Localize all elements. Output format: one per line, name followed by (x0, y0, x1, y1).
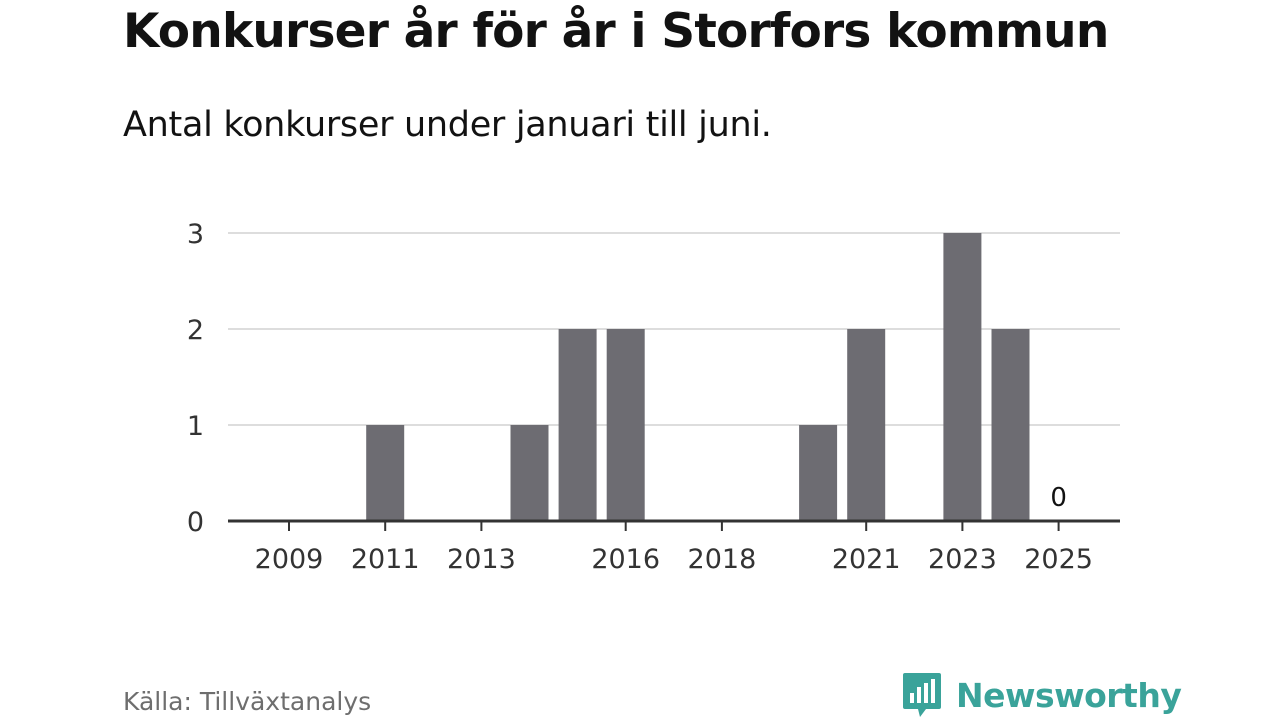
chart-title: Konkurser år för år i Storfors kommun (123, 4, 1109, 59)
bar-2016 (606, 329, 645, 521)
data-labels: 0 (1050, 483, 1067, 513)
bar-2023 (943, 233, 982, 521)
bar-2014 (510, 425, 549, 521)
data-label-2025: 0 (1050, 483, 1067, 513)
y-tick-label-3: 3 (187, 219, 204, 250)
x-tick-label-2018: 2018 (688, 544, 757, 575)
bar-2020 (799, 425, 838, 521)
x-tick-label-2021: 2021 (832, 544, 901, 575)
bar-2015 (558, 329, 597, 521)
bars (366, 233, 1030, 521)
brand-logo: Newsworthy (902, 670, 1182, 720)
y-tick-label-2: 2 (187, 315, 204, 346)
x-tick-label-2025: 2025 (1024, 544, 1093, 575)
x-tick-labels: 2009 2011 2013 2016 2018 2021 2023 2025 (255, 544, 1093, 575)
source-note: Källa: Tillväxtanalys (123, 687, 372, 716)
x-tick-label-2023: 2023 (928, 544, 997, 575)
bar-2024 (991, 329, 1030, 521)
y-tick-label-0: 0 (187, 507, 204, 538)
chart-subtitle: Antal konkurser under januari till juni. (123, 105, 772, 145)
x-axis (228, 519, 1120, 531)
bar-2021 (847, 329, 886, 521)
y-tick-label-1: 1 (187, 411, 204, 442)
newsworthy-logo-icon (903, 673, 941, 717)
x-tick-label-2009: 2009 (255, 544, 324, 575)
y-tick-labels: 0 1 2 3 (187, 219, 204, 538)
x-tick-label-2013: 2013 (447, 544, 516, 575)
x-tick-label-2016: 2016 (591, 544, 660, 575)
bar-2011 (366, 425, 405, 521)
gridlines (228, 232, 1120, 426)
x-tick-label-2011: 2011 (351, 544, 420, 575)
brand-name: Newsworthy (956, 675, 1182, 715)
